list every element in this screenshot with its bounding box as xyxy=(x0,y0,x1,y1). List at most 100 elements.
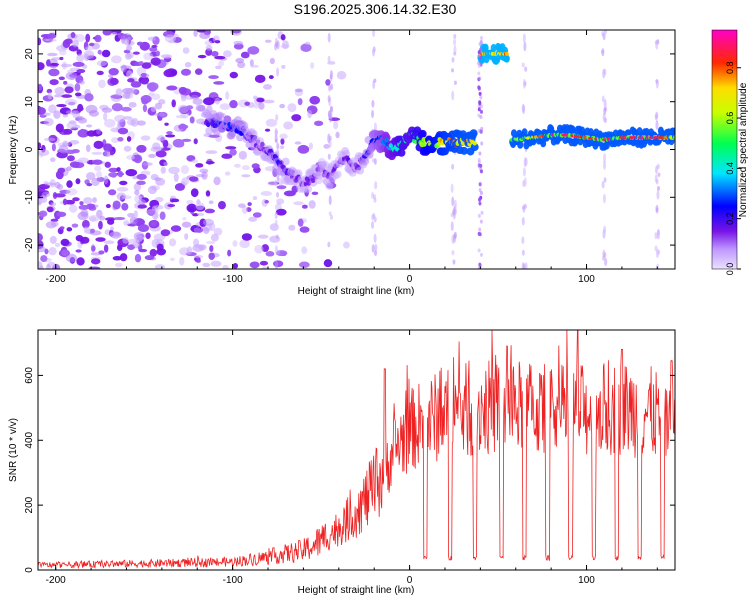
heat-cell xyxy=(397,148,406,157)
heat-cell xyxy=(77,157,89,164)
heat-cell xyxy=(125,87,138,95)
heat-cell xyxy=(184,61,192,68)
heat-cell xyxy=(294,169,303,178)
heat-cell xyxy=(327,153,331,160)
heat-cell xyxy=(276,191,280,198)
heat-cell xyxy=(330,214,334,220)
snr-peak-point xyxy=(506,345,508,347)
heat-cell xyxy=(77,106,84,112)
heat-cell xyxy=(655,204,659,212)
heat-cell xyxy=(657,249,661,255)
page-title: S196.2025.306.14.32.E30 xyxy=(293,1,457,17)
heat-cell xyxy=(460,146,469,155)
heat-cell xyxy=(210,233,219,242)
heat-cell xyxy=(184,233,189,240)
heat-cell xyxy=(477,63,481,68)
heat-cell xyxy=(478,227,482,232)
heat-cell xyxy=(298,261,310,268)
heat-cell xyxy=(180,68,192,76)
heat-cell xyxy=(601,49,605,54)
heat-cell xyxy=(654,232,658,240)
x-tick-label: -100 xyxy=(223,575,243,586)
heat-cell xyxy=(64,86,74,94)
heat-cell xyxy=(40,255,48,263)
heat-cell xyxy=(479,163,483,168)
heat-cell xyxy=(510,129,517,138)
y-tick-label: 0 xyxy=(24,146,35,152)
heat-cell xyxy=(130,117,139,127)
heat-cell xyxy=(160,54,172,58)
heat-cell xyxy=(225,91,230,100)
heat-cell xyxy=(517,140,524,149)
heat-cell xyxy=(85,46,94,51)
heat-cell xyxy=(126,45,133,52)
heat-cell xyxy=(137,224,150,233)
colorbar-gradient xyxy=(711,29,738,270)
heat-cell xyxy=(178,86,188,95)
heat-cell xyxy=(288,224,296,231)
heat-cell xyxy=(98,250,105,255)
heat-cell xyxy=(522,33,526,43)
heat-cell xyxy=(65,71,78,81)
heat-cell xyxy=(140,79,149,85)
heat-cell xyxy=(208,252,215,260)
heat-cell xyxy=(66,166,72,172)
heat-cell xyxy=(72,61,85,67)
heat-cell xyxy=(155,150,167,158)
heat-cell xyxy=(127,244,136,251)
heat-cell xyxy=(197,212,205,216)
heat-cell xyxy=(223,50,232,58)
heat-cell xyxy=(217,200,226,210)
heat-cell xyxy=(237,61,246,69)
heat-cell xyxy=(45,264,51,269)
heat-cell xyxy=(126,136,132,142)
heat-cell xyxy=(74,83,81,92)
heat-cell xyxy=(119,253,128,262)
heat-cell xyxy=(325,79,331,86)
heat-cell xyxy=(299,226,310,233)
heat-cell xyxy=(170,225,182,232)
heat-cell xyxy=(66,69,75,74)
heat-cell xyxy=(195,202,205,211)
heat-cell xyxy=(603,152,607,163)
heat-cell xyxy=(327,32,331,43)
heat-cell xyxy=(83,197,93,205)
heat-cell xyxy=(521,249,525,256)
heat-cell xyxy=(48,68,60,77)
heat-cell xyxy=(191,159,199,164)
heat-cell xyxy=(58,144,69,154)
heat-cell xyxy=(108,68,119,76)
heat-cell xyxy=(603,225,607,234)
heat-cell xyxy=(69,204,78,213)
heat-cell xyxy=(192,213,199,217)
heat-cell xyxy=(281,64,286,69)
snr-xlabel: Height of straight line (km) xyxy=(298,585,415,596)
heat-cell xyxy=(79,80,85,85)
heat-cell xyxy=(53,110,61,119)
heat-cell xyxy=(469,129,478,138)
heat-cell xyxy=(103,244,109,253)
heat-cell xyxy=(260,141,265,147)
heat-cell xyxy=(247,128,256,137)
heat-cell xyxy=(274,219,278,227)
heat-cell xyxy=(275,234,279,239)
heat-cell xyxy=(53,193,66,198)
heat-cell xyxy=(50,221,59,227)
heat-cell xyxy=(655,178,659,185)
heat-cell xyxy=(452,259,456,265)
heat-cell xyxy=(276,198,285,205)
heat-cell xyxy=(148,92,155,96)
colorbar-tick-label: 0.8 xyxy=(725,61,735,74)
heat-cell xyxy=(38,200,42,206)
heat-cell xyxy=(223,115,232,124)
heat-cell xyxy=(48,246,57,256)
heat-cell xyxy=(117,170,124,178)
heat-cell xyxy=(58,49,67,56)
heat-cell xyxy=(655,120,659,130)
heat-cell xyxy=(252,212,262,218)
heat-cell xyxy=(373,78,377,83)
heat-cell xyxy=(478,188,482,193)
heat-cell xyxy=(264,128,271,132)
heat-cell xyxy=(219,103,231,110)
